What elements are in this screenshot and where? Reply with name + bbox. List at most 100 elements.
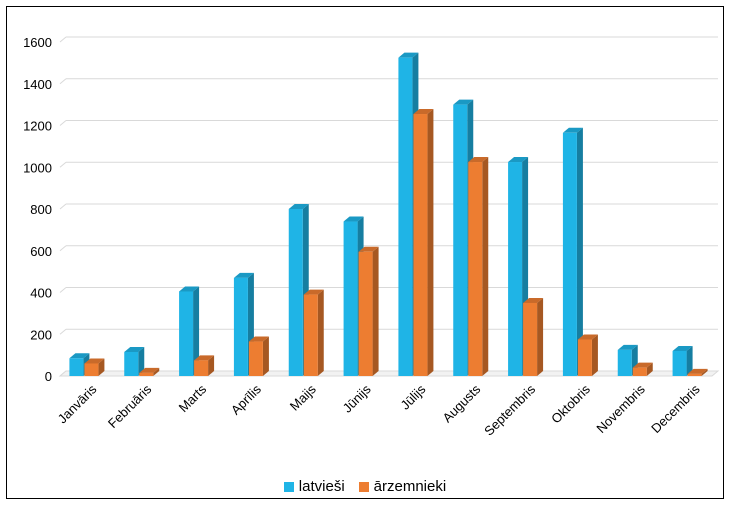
legend-label-arzemnieki: ārzemnieki	[373, 478, 447, 495]
bar	[672, 350, 687, 376]
gridline-depth	[59, 36, 67, 43]
bar-top	[358, 246, 379, 252]
y-tick-label: 1600	[23, 35, 52, 50]
bar-side	[153, 367, 160, 376]
bar-top	[508, 157, 529, 163]
x-tick-label: Maijs	[287, 381, 319, 413]
bar-top	[288, 204, 309, 209]
bar-side	[262, 336, 269, 376]
bar-top	[617, 344, 638, 350]
bar-top	[248, 336, 269, 342]
gridline-depth	[59, 203, 67, 210]
bar-side	[208, 355, 215, 376]
bar-top	[343, 216, 364, 222]
bar-top	[84, 358, 105, 364]
x-tick-label: Septembris	[481, 381, 538, 438]
bar	[233, 277, 248, 376]
bar-top	[398, 52, 419, 58]
bar	[508, 162, 523, 376]
legend-item-latviesi: latvieši	[283, 478, 345, 495]
x-tick-label: Jūlijs	[397, 381, 428, 412]
bar-top	[194, 355, 215, 361]
bar-side	[686, 345, 693, 376]
bar	[687, 373, 702, 376]
bar	[562, 132, 577, 376]
bar-top	[468, 157, 489, 163]
y-tick-label: 800	[30, 202, 52, 217]
bar-top	[562, 127, 583, 133]
bar-top	[139, 367, 160, 373]
bar-chart: 0 200 400 600 800 1000 1200 1400 1600 Janvāris Feb…	[23, 35, 720, 439]
legend-label-latviesi: latvieši	[298, 478, 345, 495]
gridline-depth	[59, 245, 67, 252]
bar-side	[591, 334, 598, 376]
bar-side	[576, 127, 583, 377]
bar-side	[646, 362, 653, 376]
bar-side	[372, 246, 379, 376]
chart-floor	[58, 370, 720, 377]
bar	[124, 351, 139, 376]
bar	[617, 349, 632, 376]
gridline-depth	[59, 120, 67, 126]
bar-side	[427, 109, 434, 377]
legend-swatch-arzemnieki	[358, 481, 369, 492]
x-tick-label: Februāris	[105, 381, 155, 431]
bar	[577, 339, 592, 376]
bar-top	[179, 286, 200, 292]
bar-side	[138, 346, 145, 376]
bar-side	[317, 289, 324, 376]
bar-top	[577, 334, 598, 340]
x-tick-label: Marts	[176, 381, 210, 415]
bar-top	[69, 353, 90, 359]
x-tick-label: Janvāris	[55, 381, 100, 426]
bar	[343, 221, 358, 376]
x-tick-label: Augusts	[440, 381, 484, 425]
x-tick-label: Novembris	[593, 381, 648, 436]
bar-side	[193, 286, 200, 376]
x-tick-label: Oktobris	[548, 381, 593, 426]
bar	[139, 372, 154, 376]
bar-side	[701, 368, 708, 376]
bar	[84, 363, 99, 376]
bar-top	[672, 345, 693, 351]
bar	[303, 294, 318, 376]
bar	[248, 341, 263, 376]
bar-top	[233, 272, 254, 278]
x-tick-label: Jūnijs	[340, 381, 374, 415]
legend: latvieši ārzemnieki	[0, 478, 730, 495]
x-tick-label: Decembris	[648, 381, 703, 436]
bar-top	[124, 346, 145, 352]
bar	[632, 367, 647, 376]
legend-swatch-latviesi	[283, 481, 294, 492]
bar	[288, 209, 303, 376]
y-tick-label: 0	[45, 369, 52, 384]
bar-side	[482, 157, 489, 376]
bar	[523, 302, 538, 376]
y-tick-label: 1400	[23, 77, 52, 92]
bar	[69, 358, 84, 376]
bar-top	[523, 297, 544, 303]
bar	[453, 104, 468, 376]
x-tick-label: Aprīlis	[228, 381, 264, 417]
bar	[194, 360, 209, 376]
gridline-depth	[59, 161, 67, 168]
y-tick-label: 1000	[23, 160, 52, 175]
y-tick-label: 200	[30, 327, 52, 342]
y-tick-label: 400	[30, 286, 52, 301]
bar-top	[413, 109, 434, 115]
y-tick-label: 600	[30, 244, 52, 259]
bar-top	[453, 99, 474, 105]
bar	[358, 251, 373, 376]
bar-side	[98, 358, 105, 376]
bar	[179, 291, 194, 376]
bar	[468, 162, 483, 376]
legend-item-arzemnieki: ārzemnieki	[358, 478, 447, 495]
bar-top	[632, 362, 653, 368]
bar-side	[537, 297, 544, 376]
bar-top	[687, 368, 708, 374]
y-tick-label: 1200	[23, 119, 52, 134]
gridline-depth	[59, 78, 67, 85]
bar-top	[303, 289, 324, 295]
gridline-depth	[59, 328, 67, 335]
gridline-depth	[59, 287, 67, 293]
